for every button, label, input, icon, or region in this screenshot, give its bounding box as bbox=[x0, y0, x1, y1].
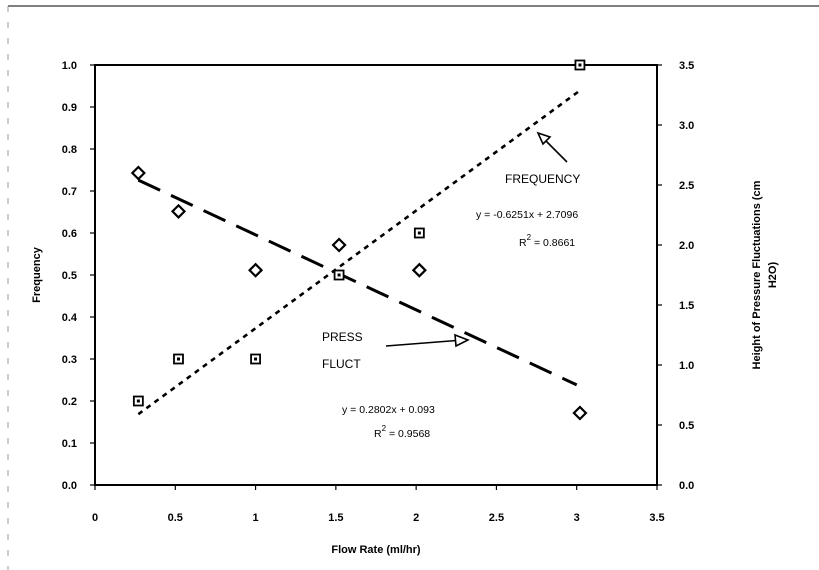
y-tick-label: 1.0 bbox=[62, 60, 77, 72]
frequency-arrow bbox=[536, 131, 568, 163]
y2-tick-label: 1.5 bbox=[679, 300, 694, 312]
plot-area bbox=[94, 64, 658, 486]
y2-tick-label: 2.0 bbox=[679, 240, 694, 252]
freq-r-squared: R2 = 0.9568 bbox=[374, 424, 430, 440]
frequency-point bbox=[574, 59, 586, 71]
freq-r-squared-sup: 2 bbox=[382, 424, 387, 433]
y-tick-label: 0.3 bbox=[62, 354, 77, 366]
y-tick-label: 0.9 bbox=[62, 102, 77, 114]
press-fluct-point bbox=[130, 165, 146, 181]
x-tick-label: 3 bbox=[574, 512, 580, 524]
y-tick-label: 0.2 bbox=[62, 396, 77, 408]
y-tick-label: 0.7 bbox=[62, 186, 77, 198]
trendlines-layer bbox=[137, 89, 581, 416]
y-tick-label: 0.0 bbox=[62, 480, 77, 492]
y-tick-label: 0.4 bbox=[62, 312, 78, 324]
x-tick-label: 2.5 bbox=[489, 512, 504, 524]
ticks-layer: 0 0.5 1 1.5 2 2.5 3 3.5 0.0 0.1 0.2 0.3 0.4 0.5 0.6 0.7… bbox=[62, 60, 695, 524]
press-fluct-point bbox=[248, 262, 264, 278]
freq-equation: y = 0.2802x + 0.093 bbox=[342, 404, 435, 416]
press-fluct-point bbox=[331, 237, 347, 253]
y2-tick-label: 3.5 bbox=[679, 60, 694, 72]
frequency-trendline bbox=[137, 89, 581, 416]
press-fluct-point bbox=[572, 405, 588, 421]
y2-tick-label: 1.0 bbox=[679, 360, 694, 372]
press-arrow bbox=[385, 333, 470, 348]
press-equation: y = -0.6251x + 2.7096 bbox=[476, 209, 578, 221]
y2-tick-label: 3.0 bbox=[679, 120, 694, 132]
y2-axis-title-line1: Height of Pressure Fluctuations (cm bbox=[751, 180, 763, 369]
press-r-squared-sup: 2 bbox=[527, 233, 532, 242]
y2-axis-title-line2: H2O) bbox=[767, 262, 779, 289]
y-tick-label: 0.5 bbox=[62, 270, 77, 282]
frequency-point bbox=[333, 269, 345, 281]
press-fluct-point bbox=[170, 203, 187, 219]
y-tick-label: 0.6 bbox=[62, 228, 77, 240]
x-tick-label: 1.5 bbox=[328, 512, 343, 524]
y-tick-label: 0.1 bbox=[62, 438, 77, 450]
freq-r-squared-r: R bbox=[374, 428, 382, 440]
y-tick-label: 0.8 bbox=[62, 144, 77, 156]
x-axis-title: Flow Rate (ml/hr) bbox=[331, 544, 421, 556]
points-layer bbox=[130, 59, 588, 421]
frequency-point bbox=[250, 353, 261, 365]
y2-tick-label: 2.5 bbox=[679, 180, 694, 192]
press-r-squared: R2 = 0.8661 bbox=[519, 233, 575, 249]
press-r-squared-value: = 0.8661 bbox=[531, 237, 575, 249]
y-axis-title: Frequency bbox=[31, 246, 43, 303]
y2-tick-label: 0.0 bbox=[679, 480, 694, 492]
freq-r-squared-value: = 0.9568 bbox=[386, 428, 430, 440]
frequency-point bbox=[173, 353, 184, 365]
press-label-line2: FLUCT bbox=[322, 357, 361, 371]
press-fluct-trendline bbox=[137, 178, 578, 387]
x-tick-label: 1 bbox=[253, 512, 259, 524]
frequency-label: FREQUENCY bbox=[505, 172, 580, 186]
x-tick-label: 3.5 bbox=[649, 512, 664, 524]
press-fluct-point bbox=[411, 262, 427, 278]
x-tick-label: 2 bbox=[413, 512, 419, 524]
x-tick-label: 0.5 bbox=[168, 512, 183, 524]
frequency-point bbox=[132, 395, 144, 407]
press-r-squared-r: R bbox=[519, 237, 527, 249]
frequency-point bbox=[413, 227, 425, 239]
y2-tick-label: 0.5 bbox=[679, 420, 694, 432]
press-label-line1: PRESS bbox=[322, 330, 363, 344]
x-tick-label: 0 bbox=[92, 512, 98, 524]
